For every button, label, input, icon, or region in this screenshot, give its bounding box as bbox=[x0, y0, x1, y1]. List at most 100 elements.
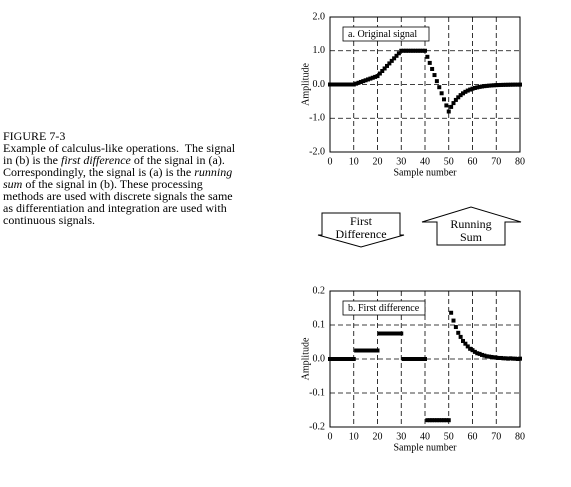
marker bbox=[349, 82, 354, 87]
marker bbox=[332, 82, 337, 87]
x-tick-label: 80 bbox=[515, 156, 525, 167]
marker bbox=[444, 103, 449, 108]
marker bbox=[439, 91, 444, 96]
marker bbox=[513, 356, 518, 361]
caption-run: first difference bbox=[61, 153, 131, 167]
marker bbox=[413, 357, 418, 361]
x-tick-label: 10 bbox=[349, 156, 359, 167]
marker bbox=[456, 330, 461, 335]
marker bbox=[494, 83, 499, 88]
x-tick-label: 10 bbox=[349, 431, 359, 442]
marker bbox=[418, 48, 423, 53]
marker bbox=[337, 82, 342, 87]
marker bbox=[363, 348, 368, 353]
marker bbox=[453, 325, 458, 330]
marker bbox=[427, 418, 432, 423]
marker bbox=[413, 48, 418, 53]
chart-label: a. Original signal bbox=[348, 29, 417, 40]
marker bbox=[401, 48, 406, 53]
y-tick-label: 1.0 bbox=[313, 45, 326, 56]
marker bbox=[401, 357, 406, 361]
marker bbox=[463, 89, 468, 94]
arrow-label: First Difference bbox=[335, 214, 387, 241]
figure-label: FIGURE 7-3 bbox=[3, 129, 66, 143]
marker bbox=[332, 357, 337, 361]
marker bbox=[342, 82, 347, 87]
marker bbox=[351, 357, 356, 361]
marker bbox=[484, 83, 489, 88]
x-tick-label: 50 bbox=[444, 431, 454, 442]
marker bbox=[394, 53, 399, 58]
marker bbox=[465, 344, 470, 349]
marker bbox=[458, 93, 463, 98]
marker bbox=[468, 346, 473, 351]
marker bbox=[506, 356, 511, 361]
marker bbox=[465, 88, 470, 93]
marker bbox=[451, 101, 456, 106]
marker bbox=[480, 352, 484, 357]
marker bbox=[373, 348, 378, 353]
marker bbox=[404, 48, 408, 53]
marker bbox=[385, 331, 389, 336]
marker bbox=[361, 348, 366, 353]
x-tick-label: 50 bbox=[444, 156, 454, 167]
marker bbox=[330, 357, 335, 361]
x-tick-label: 30 bbox=[396, 156, 406, 167]
marker bbox=[461, 338, 465, 343]
marker bbox=[394, 331, 399, 336]
marker bbox=[423, 357, 427, 361]
x-tick-label: 60 bbox=[468, 156, 478, 167]
marker bbox=[496, 355, 501, 360]
marker bbox=[425, 418, 430, 423]
y-tick-label: -2.0 bbox=[309, 146, 325, 157]
marker bbox=[389, 58, 394, 63]
marker bbox=[472, 85, 477, 90]
marker bbox=[380, 69, 385, 73]
x-tick-label: 40 bbox=[420, 431, 430, 442]
marker bbox=[368, 76, 373, 81]
marker bbox=[339, 82, 344, 87]
marker bbox=[446, 418, 451, 423]
marker bbox=[351, 82, 356, 87]
marker bbox=[363, 78, 368, 83]
marker bbox=[489, 354, 494, 359]
marker bbox=[349, 357, 354, 361]
x-tick-label: 30 bbox=[396, 431, 406, 442]
marker bbox=[477, 84, 482, 89]
y-tick-label: -1.0 bbox=[309, 113, 325, 124]
marker bbox=[375, 74, 380, 79]
y-tick-label: 0.0 bbox=[313, 353, 326, 364]
marker bbox=[489, 83, 494, 88]
marker bbox=[337, 357, 342, 361]
marker bbox=[373, 74, 378, 79]
marker bbox=[344, 357, 349, 361]
marker bbox=[510, 356, 515, 361]
caption-run: of the signal in (a). Correspondingly, t… bbox=[3, 153, 231, 179]
marker bbox=[366, 348, 370, 353]
marker bbox=[423, 48, 427, 53]
marker bbox=[515, 357, 520, 361]
down-arrow bbox=[317, 212, 405, 248]
x-tick-label: 0 bbox=[328, 156, 333, 167]
x-tick-label: 20 bbox=[373, 156, 383, 167]
marker bbox=[463, 341, 468, 346]
marker bbox=[415, 48, 420, 53]
marker bbox=[399, 331, 404, 336]
y-tick-label: 0.1 bbox=[313, 319, 326, 330]
marker bbox=[430, 66, 435, 71]
marker bbox=[328, 357, 332, 361]
marker bbox=[408, 48, 413, 53]
marker bbox=[347, 82, 351, 87]
marker bbox=[358, 348, 363, 353]
marker bbox=[437, 418, 442, 423]
marker bbox=[482, 353, 487, 358]
x-tick-label: 70 bbox=[491, 156, 501, 167]
marker bbox=[456, 95, 461, 100]
marker bbox=[506, 82, 511, 87]
marker bbox=[453, 97, 458, 102]
marker bbox=[330, 82, 335, 87]
x-tick-label: 40 bbox=[420, 156, 430, 167]
marker bbox=[515, 82, 520, 87]
